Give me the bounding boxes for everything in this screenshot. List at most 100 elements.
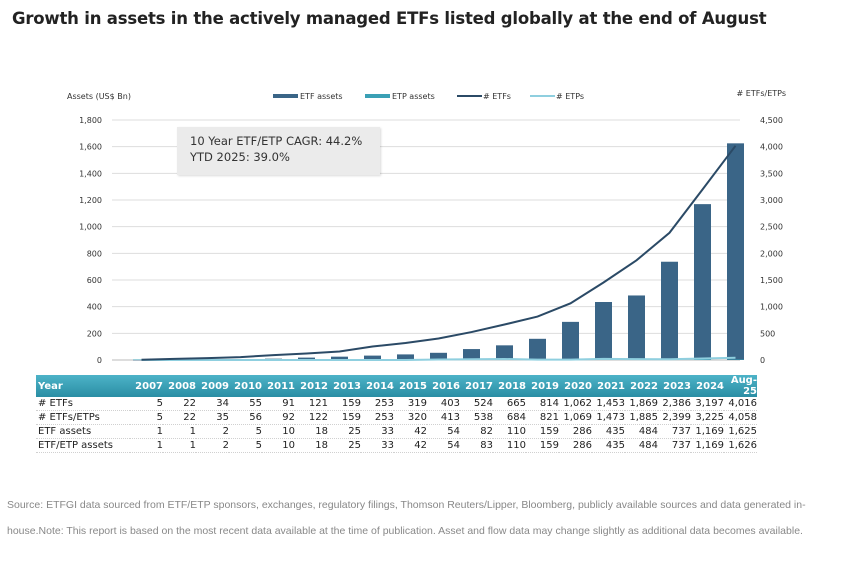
table-cell: 34 [196,397,229,411]
table-header-year: 2013 [328,375,361,397]
bars [133,143,744,361]
table-cell: 5 [130,397,163,411]
table-header-year: 2016 [427,375,460,397]
table-cell: 5 [229,438,262,453]
bar-etf-assets [496,345,513,360]
table-row: # ETFs 5 22 34 55 91 121 159 253 319 403 524 665 814 1… [36,397,757,411]
bar-etp-assets [727,359,744,360]
bar-etf-assets [628,295,645,360]
y-tick-label: 1,600 [79,143,102,152]
y2-tick-label: 2,000 [760,249,783,258]
table-cell: 1,169 [691,438,724,453]
page-title: Growth in assets in the actively managed… [12,9,767,28]
table-cell: 3,225 [691,410,724,425]
table-cell: 35 [196,410,229,425]
bar-etf-assets [694,204,711,360]
source-note: Source: ETFGI data sourced from ETF/ETP … [7,499,806,537]
table-cell: 1,869 [625,397,658,411]
table-header-year: 2009 [196,375,229,397]
table-cell: 737 [658,424,691,439]
y2-tick-label: 3,000 [760,196,783,205]
table-cell: 484 [625,424,658,439]
table-cell: 91 [262,397,295,411]
y2-tick-label: 4,500 [760,116,783,125]
cagr-text: 10 Year ETF/ETP CAGR: 44.2% [190,134,363,148]
table-cell: 122 [295,410,328,425]
table-cell: 319 [394,397,427,411]
table-cell: 413 [427,410,460,425]
table-cell: 253 [361,397,394,411]
table-cell: 159 [328,410,361,425]
y-tick-label: 0 [97,356,102,365]
y-tick-label: 600 [87,276,102,285]
table-cell: 1,062 [559,397,592,411]
y2-tick-label: 1,000 [760,303,783,312]
table-cell: 2 [196,438,229,453]
table-cell: 286 [559,438,592,453]
y2-tick-label: 1,500 [760,276,783,285]
table-cell: 1 [130,424,163,439]
table-cell: 25 [328,438,361,453]
table-header-year: 2024 [691,375,724,397]
table-cell: 92 [262,410,295,425]
table-cell: 18 [295,438,328,453]
legend-swatch-etp-assets [365,94,390,98]
y2-tick-label: 3,500 [760,169,783,178]
bar-etf-assets [364,355,381,360]
table-header-year: 2022 [625,375,658,397]
bar-etf-assets [562,321,579,360]
table-cell: 18 [295,424,328,439]
table-row-label: ETF/ETP assets [36,438,130,453]
y2-axis-label: # ETFs/ETPs [737,89,786,98]
legend-label-etf-assets: ETF assets [300,92,343,101]
table-header-year: 2011 [262,375,295,397]
y2-tick-label: 2,500 [760,223,783,232]
table-cell: 1,169 [691,424,724,439]
y-axis-ticks: 0 200 400 600 800 1,000 1,200 1,400 1,600 1,800 [79,116,102,365]
legend: ETF assets ETP assets # ETFs # ETPs [273,92,584,101]
table-cell: 1,885 [625,410,658,425]
table-cell: 54 [427,438,460,453]
table-cell: 1 [130,438,163,453]
table-cell: 5 [130,410,163,425]
table-cell: 4,058 [724,410,757,425]
table-cell: 159 [526,438,559,453]
table-cell: 1,069 [559,410,592,425]
bar-etf-assets [430,352,447,360]
table-header-year: 2008 [163,375,196,397]
table-cell: 10 [262,424,295,439]
table-cell: 665 [493,397,526,411]
ytd-text: YTD 2025: 39.0% [190,150,290,164]
bar-etp-assets [694,359,711,360]
table-cell: 159 [328,397,361,411]
table-row-label: # ETFs [36,397,130,411]
table-header-year: 2007 [130,375,163,397]
cagr-annotation: 10 Year ETF/ETP CAGR: 44.2% YTD 2025: 39… [177,127,380,175]
table-header-row: Year 2007 2008 2009 2010 2011 2012 2013 2014 2015… [36,375,757,397]
bar-etf-assets [529,338,546,360]
table-cell: 110 [493,438,526,453]
y2-tick-label: 0 [760,356,765,365]
table-cell: 3,197 [691,397,724,411]
table-cell: 538 [460,410,493,425]
table-cell: 33 [361,438,394,453]
table-row: ETF assets 1 1 2 5 10 18 25 33 42 54 82 110 159 286 435… [36,424,757,439]
table-cell: 435 [592,438,625,453]
y2-tick-label: 500 [760,329,775,338]
table-cell: 684 [493,410,526,425]
table-row: # ETFs/ETPs 5 22 35 56 92 122 159 253 320 413 538 68… [36,410,757,425]
table-cell: 10 [262,438,295,453]
data-table: Year 2007 2008 2009 2010 2011 2012 2013 2014 2015… [36,375,757,453]
table-cell: 22 [163,410,196,425]
legend-label-etp-assets: ETP assets [392,92,435,101]
legend-label-etps: # ETPs [556,92,584,101]
table-cell: 110 [493,424,526,439]
y2-axis-ticks: 0 500 1,000 1,500 2,000 2,500 3,000 3,500 4,000 4… [760,116,783,365]
table-cell: 1,453 [592,397,625,411]
table-cell: 1 [163,438,196,453]
table-row-label: ETF assets [36,424,130,439]
table-cell: 42 [394,424,427,439]
y-tick-label: 400 [87,303,102,312]
table-cell: 1,473 [592,410,625,425]
y-tick-label: 1,000 [79,223,102,232]
